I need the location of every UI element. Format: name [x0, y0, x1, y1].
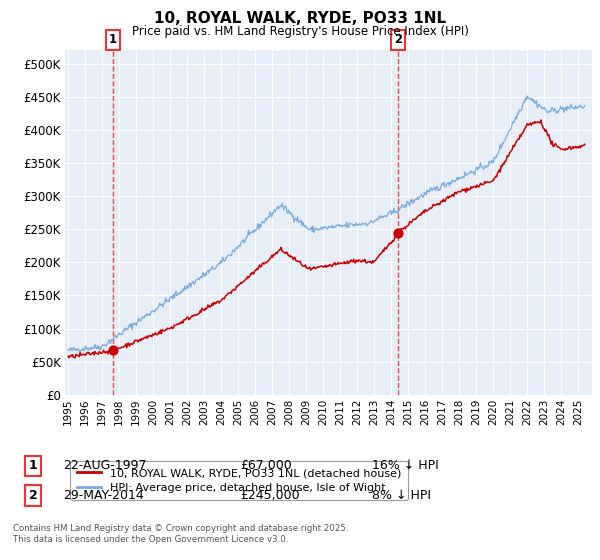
Text: 29-MAY-2014: 29-MAY-2014 — [63, 489, 144, 502]
Text: 1: 1 — [109, 33, 117, 46]
Text: Contains HM Land Registry data © Crown copyright and database right 2025.: Contains HM Land Registry data © Crown c… — [13, 524, 349, 533]
Point — [393, 228, 403, 237]
Text: 16% ↓ HPI: 16% ↓ HPI — [372, 459, 439, 473]
Text: 10, ROYAL WALK, RYDE, PO33 1NL: 10, ROYAL WALK, RYDE, PO33 1NL — [154, 11, 446, 26]
Text: £245,000: £245,000 — [240, 489, 299, 502]
Text: £67,000: £67,000 — [240, 459, 292, 473]
Text: 22-AUG-1997: 22-AUG-1997 — [63, 459, 146, 473]
Text: 8% ↓ HPI: 8% ↓ HPI — [372, 489, 431, 502]
Text: 2: 2 — [394, 33, 402, 46]
Point — [108, 346, 118, 355]
Text: Price paid vs. HM Land Registry's House Price Index (HPI): Price paid vs. HM Land Registry's House … — [131, 25, 469, 38]
Text: 2: 2 — [29, 489, 37, 502]
Text: 1: 1 — [29, 459, 37, 473]
Text: This data is licensed under the Open Government Licence v3.0.: This data is licensed under the Open Gov… — [13, 535, 289, 544]
Legend: 10, ROYAL WALK, RYDE, PO33 1NL (detached house), HPI: Average price, detached ho: 10, ROYAL WALK, RYDE, PO33 1NL (detached… — [70, 461, 409, 500]
